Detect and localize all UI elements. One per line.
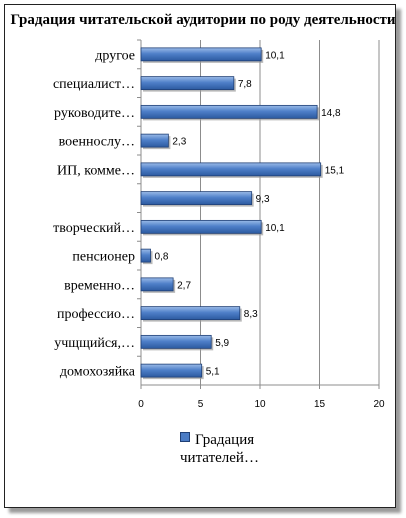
category-label: военнослу… — [59, 135, 135, 150]
data-label: 15,1 — [325, 165, 345, 176]
bar — [140, 248, 151, 263]
legend-label: Градация читателей… — [180, 432, 259, 466]
data-label: 5,9 — [215, 338, 229, 349]
bar — [140, 191, 253, 206]
bar — [140, 76, 235, 91]
x-tick-label: 10 — [254, 399, 266, 410]
data-label: 2,3 — [172, 137, 186, 148]
data-label: 10,1 — [265, 223, 285, 234]
category-label: творческий… — [53, 221, 135, 236]
bar — [140, 277, 174, 292]
bar — [140, 162, 322, 177]
legend-swatch — [180, 432, 190, 442]
data-label: 14,8 — [321, 108, 341, 119]
data-label: 9,3 — [256, 194, 270, 205]
data-label: 8,3 — [244, 309, 258, 320]
data-label: 2,7 — [177, 280, 191, 291]
category-label: временно… — [64, 278, 135, 293]
x-tick-label: 5 — [198, 399, 204, 410]
x-tick-label: 0 — [138, 399, 144, 410]
bar — [140, 334, 212, 349]
category-label: профессио… — [57, 307, 135, 322]
x-tick-label: 20 — [373, 399, 385, 410]
data-label: 5,1 — [206, 367, 220, 378]
category-label: пенсионер — [72, 250, 135, 265]
bar — [140, 219, 262, 234]
category-label: домохозяйка — [60, 365, 136, 380]
x-tick-label: 15 — [314, 399, 326, 410]
chart-title: Градация читательской аудитории по роду … — [10, 12, 396, 28]
category-label: ИП, комме… — [57, 163, 135, 178]
bar — [140, 47, 262, 62]
bar — [140, 133, 169, 148]
bar — [140, 306, 241, 321]
data-label: 7,8 — [238, 79, 252, 90]
category-label: специалист… — [53, 77, 135, 92]
legend: Градация читателей… — [180, 431, 300, 467]
category-label: учщщийся,… — [54, 336, 135, 351]
data-label: 10,1 — [265, 50, 285, 61]
category-label: руководите… — [54, 106, 135, 121]
data-label: 0,8 — [155, 252, 169, 263]
category-label: другое — [95, 48, 135, 63]
bar — [140, 363, 203, 378]
bar — [140, 104, 318, 119]
